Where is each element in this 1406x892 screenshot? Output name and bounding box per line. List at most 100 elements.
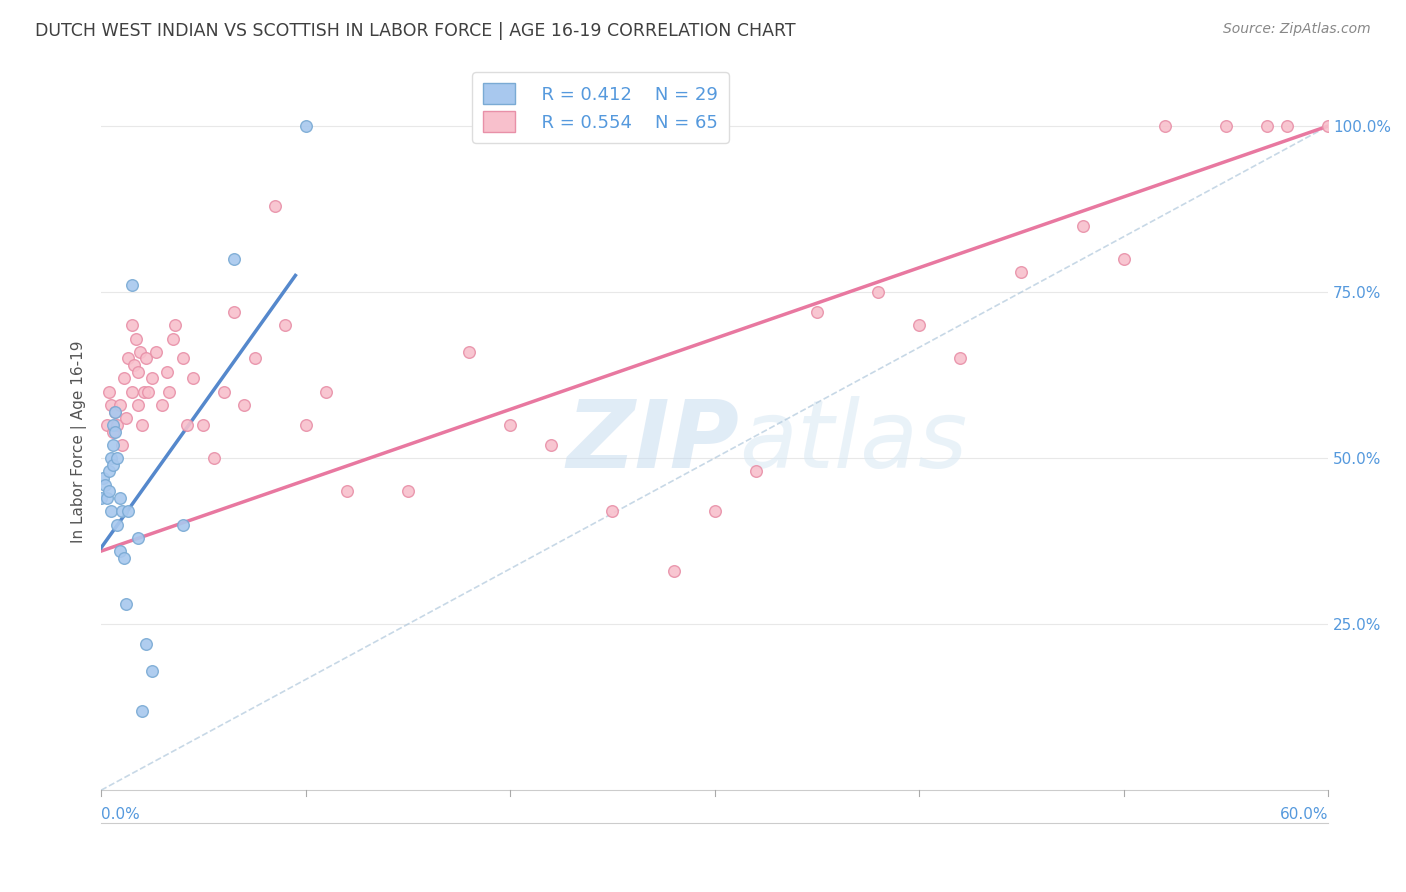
Point <box>162 332 184 346</box>
Point <box>335 484 357 499</box>
Point <box>602 504 624 518</box>
Point <box>131 704 153 718</box>
Point <box>243 351 266 366</box>
Point <box>172 517 194 532</box>
Point <box>135 637 157 651</box>
Point <box>212 384 235 399</box>
Point <box>141 664 163 678</box>
Point <box>1399 119 1406 133</box>
Point <box>540 438 562 452</box>
Point <box>127 365 149 379</box>
Point <box>107 417 129 432</box>
Point <box>157 384 180 399</box>
Point <box>114 597 136 611</box>
Point <box>107 517 129 532</box>
Point <box>1215 119 1237 133</box>
Point <box>145 344 167 359</box>
Text: DUTCH WEST INDIAN VS SCOTTISH IN LABOR FORCE | AGE 16-19 CORRELATION CHART: DUTCH WEST INDIAN VS SCOTTISH IN LABOR F… <box>35 22 796 40</box>
Point <box>104 404 127 418</box>
Point <box>1277 119 1299 133</box>
Point <box>176 417 198 432</box>
Point <box>499 417 522 432</box>
Point <box>107 451 129 466</box>
Text: 60.0%: 60.0% <box>1279 806 1329 822</box>
Point <box>396 484 419 499</box>
Point <box>141 371 163 385</box>
Point <box>114 411 136 425</box>
Point <box>104 425 127 439</box>
Point <box>127 398 149 412</box>
Point <box>129 344 152 359</box>
Point <box>122 358 145 372</box>
Point <box>806 305 828 319</box>
Point <box>181 371 204 385</box>
Point <box>662 564 685 578</box>
Point <box>908 318 931 333</box>
Point <box>100 398 122 412</box>
Point <box>103 438 125 452</box>
Point <box>868 285 890 299</box>
Point <box>94 477 117 491</box>
Point <box>1071 219 1094 233</box>
Point <box>110 504 132 518</box>
Point <box>127 531 149 545</box>
Point <box>222 252 245 266</box>
Point <box>112 550 135 565</box>
Point <box>202 451 225 466</box>
Point <box>458 344 481 359</box>
Point <box>121 278 143 293</box>
Text: atlas: atlas <box>740 396 967 487</box>
Point <box>949 351 972 366</box>
Point <box>193 417 215 432</box>
Point <box>117 504 139 518</box>
Point <box>132 384 155 399</box>
Point <box>1256 119 1278 133</box>
Point <box>96 491 118 505</box>
Point <box>108 544 131 558</box>
Text: Source: ZipAtlas.com: Source: ZipAtlas.com <box>1223 22 1371 37</box>
Point <box>103 417 125 432</box>
Point <box>125 332 148 346</box>
Text: 0.0%: 0.0% <box>101 806 139 822</box>
Point <box>98 464 121 478</box>
Point <box>1153 119 1175 133</box>
Point <box>90 491 112 505</box>
Point <box>108 398 131 412</box>
Point <box>110 438 132 452</box>
Point <box>744 464 766 478</box>
Point <box>96 417 118 432</box>
Point <box>103 458 125 472</box>
Point <box>233 398 256 412</box>
Text: ZIP: ZIP <box>567 395 740 488</box>
Point <box>703 504 725 518</box>
Point <box>152 398 174 412</box>
Point <box>98 484 121 499</box>
Point <box>131 417 153 432</box>
Point <box>155 365 177 379</box>
Point <box>117 351 139 366</box>
Point <box>91 471 114 485</box>
Point <box>112 371 135 385</box>
Point <box>264 199 287 213</box>
Point <box>100 504 122 518</box>
Point <box>100 451 122 466</box>
Point <box>135 351 157 366</box>
Point <box>274 318 297 333</box>
Point <box>222 305 245 319</box>
Point <box>108 491 131 505</box>
Point <box>1317 119 1340 133</box>
Point <box>1112 252 1135 266</box>
Point <box>121 318 143 333</box>
Point <box>98 384 121 399</box>
Point <box>172 351 194 366</box>
Point <box>294 417 316 432</box>
Point <box>163 318 186 333</box>
Point <box>315 384 337 399</box>
Point <box>136 384 159 399</box>
Legend:   R = 0.412    N = 29,   R = 0.554    N = 65: R = 0.412 N = 29, R = 0.554 N = 65 <box>472 72 728 143</box>
Point <box>1358 119 1381 133</box>
Point <box>103 425 125 439</box>
Point <box>104 404 127 418</box>
Point <box>1010 265 1032 279</box>
Point <box>121 384 143 399</box>
